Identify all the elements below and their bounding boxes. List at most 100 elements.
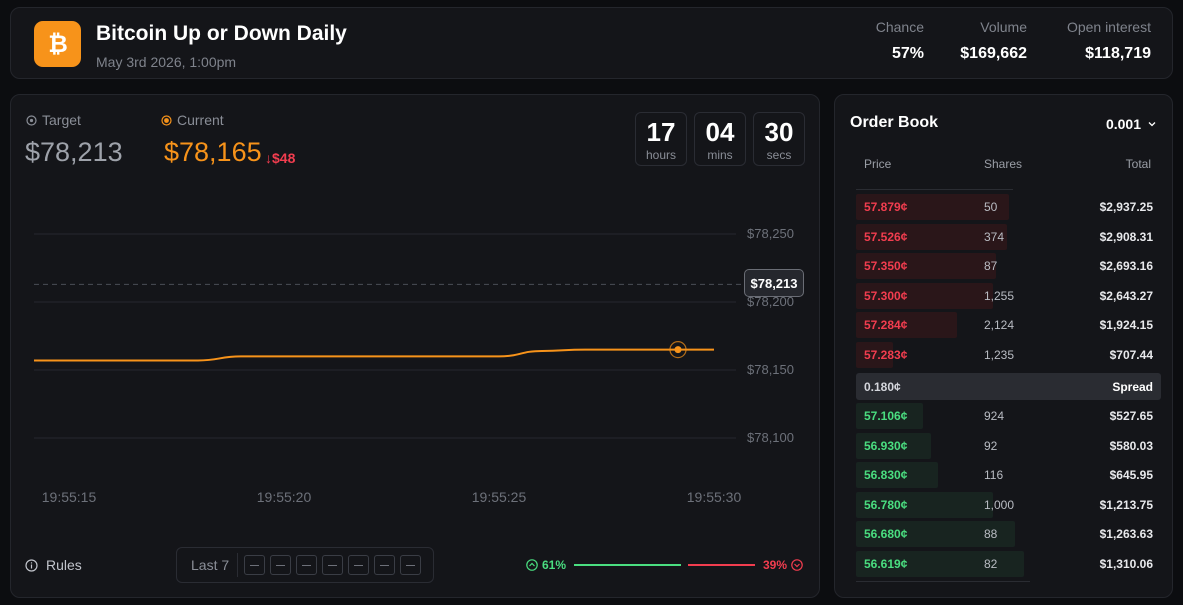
y-tick-label: $78,100	[747, 430, 794, 445]
shares-column-header: Shares	[984, 157, 1023, 171]
chance-value: 57%	[891, 45, 924, 62]
volume-stat: Volume $169,662	[960, 19, 1027, 63]
x-tick-label: 19:55:15	[42, 489, 97, 505]
ask-row[interactable]: 57.300¢ 1,255 $2,643.27	[856, 282, 1161, 310]
order-book-title: Order Book	[850, 114, 939, 131]
bid-depth-bar	[856, 403, 924, 429]
up-probability: 61%	[526, 558, 566, 572]
ask-price: 57.284¢	[864, 318, 908, 333]
ask-total: $2,908.31	[1099, 229, 1153, 244]
ask-row[interactable]: 57.350¢ 87 $2,693.16	[856, 252, 1161, 280]
bid-shares: 92	[984, 438, 998, 453]
total-column-header: Total	[1125, 157, 1151, 171]
countdown-hours: 17 hours	[635, 112, 687, 166]
last-7-divider	[237, 553, 239, 577]
bid-depth-bar	[856, 432, 931, 459]
x-tick-label: 19:55:25	[472, 489, 527, 505]
live-price-marker-ring	[669, 341, 687, 359]
countdown-mins-unit: mins	[707, 148, 733, 162]
result-slot	[348, 555, 370, 575]
target-price: $78,213	[25, 137, 123, 167]
bid-depth-bar	[856, 491, 994, 518]
bid-total: $1,263.63	[1099, 527, 1153, 542]
svg-text:₿: ₿	[48, 30, 68, 58]
bid-row[interactable]: 56.830¢ 116 $645.95	[856, 461, 1161, 489]
target-label: Target	[42, 112, 81, 128]
down-probability-value: 39%	[763, 558, 788, 572]
result-slot	[296, 555, 318, 575]
ask-shares: 374	[984, 229, 1005, 244]
ask-price: 57.879¢	[864, 200, 908, 214]
down-probability: 39%	[763, 558, 803, 572]
price-series-line	[33, 348, 714, 362]
y-tick-label: $78,150	[747, 362, 794, 377]
ask-shares: 50	[984, 200, 998, 214]
bid-row[interactable]: 57.106¢ 924 $527.65	[856, 402, 1161, 430]
ask-row[interactable]: 57.879¢ 50 $2,937.25	[856, 193, 1161, 221]
target-price-chip: $78,213	[744, 269, 804, 297]
market-header: ₿ Bitcoin Up or Down Daily May 3rd 2026,…	[10, 7, 1173, 79]
ask-row[interactable]: 57.284¢ 2,124 $1,924.15	[856, 311, 1161, 339]
target-icon	[26, 114, 37, 126]
ask-shares: 1,235	[984, 348, 1015, 362]
live-price-marker	[674, 346, 682, 354]
up-probability-bar	[574, 564, 681, 566]
bid-price: 56.830¢	[864, 468, 908, 483]
bid-total: $1,213.75	[1099, 497, 1153, 512]
order-book-panel: Order Book 0.001 Price Shares Total 57.8…	[834, 94, 1173, 598]
tick-size-value: 0.001	[1105, 116, 1141, 132]
x-tick-label: 19:55:20	[257, 489, 312, 505]
price-delta: ↓$48	[265, 150, 295, 166]
x-tick-label: 19:55:30	[687, 489, 742, 505]
last-7-results: Last 7	[176, 547, 434, 583]
result-slot	[322, 555, 344, 575]
ask-price: 57.350¢	[864, 259, 908, 274]
countdown-secs-value: 30	[764, 117, 794, 147]
ask-total: $707.44	[1109, 348, 1153, 362]
result-slot	[244, 555, 266, 575]
ask-price: 57.526¢	[864, 229, 908, 244]
ask-shares: 1,255	[984, 288, 1015, 303]
volume-label: Volume	[980, 19, 1027, 35]
ask-row[interactable]: 57.283¢ 1,235 $707.44	[856, 341, 1161, 369]
ask-row[interactable]: 57.526¢ 374 $2,908.31	[856, 223, 1161, 251]
bid-total: $1,310.06	[1099, 557, 1153, 571]
bid-price: 56.930¢	[864, 438, 908, 453]
ask-depth-bar	[856, 253, 997, 280]
y-tick-label: $78,250	[747, 226, 794, 241]
bid-price: 56.619¢	[864, 557, 908, 571]
volume-value: $169,662	[960, 45, 1027, 62]
countdown-mins-value: 04	[705, 117, 735, 147]
bid-shares: 924	[984, 409, 1005, 423]
market-date: May 3rd 2026, 1:00pm	[96, 54, 237, 70]
countdown-secs-unit: secs	[766, 148, 792, 162]
bid-total: $580.03	[1109, 438, 1153, 453]
target-label-group: Target	[26, 112, 81, 128]
ask-shares: 2,124	[984, 318, 1015, 333]
rules-label: Rules	[46, 557, 82, 573]
ask-price: 57.283¢	[864, 348, 908, 362]
bid-depth-bar	[856, 521, 1015, 548]
bid-row[interactable]: 56.680¢ 88 $1,263.63	[856, 520, 1161, 548]
bid-shares: 116	[984, 468, 1004, 483]
open-interest-label: Open interest	[1066, 19, 1151, 35]
bid-depth-bar	[856, 462, 939, 489]
ask-total: $2,693.16	[1099, 259, 1153, 274]
tick-size-dropdown[interactable]: 0.001	[1106, 116, 1157, 132]
rules-button[interactable]: Rules	[25, 557, 82, 573]
bid-shares: 88	[984, 527, 998, 542]
bid-shares: 82	[984, 557, 998, 571]
bid-row[interactable]: 56.930¢ 92 $580.03	[856, 432, 1161, 460]
ask-depth-bar	[856, 342, 893, 368]
chance-stat: Chance 57%	[876, 19, 924, 63]
price-chart-panel: Target $78,213 Current $78,165 ↓$48 17 h…	[10, 94, 820, 598]
bid-price: 56.780¢	[864, 497, 908, 512]
price-chart[interactable]: $78,250 $78,200 $78,150 $78,100 19:55:15 19:5…	[11, 95, 821, 545]
spread-label: Spread	[1112, 380, 1153, 394]
bid-row[interactable]: 56.780¢ 1,000 $1,213.75	[856, 491, 1161, 519]
bid-shares: 1,000	[984, 497, 1015, 512]
current-label-group: Current	[161, 112, 224, 128]
countdown-hours-value: 17	[646, 117, 676, 147]
current-price: $78,165	[164, 137, 262, 167]
bid-row[interactable]: 56.619¢ 82 $1,310.06	[856, 550, 1161, 578]
